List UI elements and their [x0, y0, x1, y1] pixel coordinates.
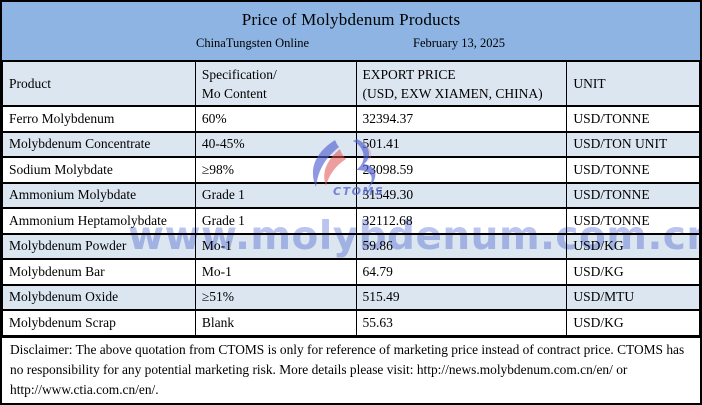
product-cell: Sodium Molybdate — [2, 156, 196, 183]
price-cell: 55.63 — [355, 309, 568, 336]
price-cell: 515.49 — [355, 284, 568, 311]
unit-cell: USD/TONNE — [566, 207, 700, 234]
price-cell: 31549.30 — [355, 182, 568, 209]
unit-cell: USD/MTU — [566, 284, 700, 311]
price-cell: 64.79 — [355, 258, 568, 285]
unit-cell: USD/TONNE — [566, 156, 700, 183]
column-header-product: Product — [2, 60, 196, 107]
spec-cell: Mo-1 — [194, 233, 357, 260]
table-row: Molybdenum Powder Mo-1 59.86 USD/KG — [2, 233, 700, 260]
table-row: Ferro Molybdenum 60% 32394.37 USD/TONNE — [2, 105, 700, 132]
banner: Price of Molybdenum Products ChinaTungst… — [2, 2, 700, 60]
spec-cell: ≥98% — [194, 156, 357, 183]
product-cell: Molybdenum Scrap — [2, 309, 196, 336]
source-label: ChinaTungsten Online — [196, 36, 310, 50]
product-cell: Ammonium Heptamolybdate — [2, 207, 196, 234]
price-cell: 501.41 — [355, 131, 568, 158]
table-row: Ammonium Molybdate Grade 1 31549.30 USD/… — [2, 182, 700, 209]
table-row: Molybdenum Concentrate 40-45% 501.41 USD… — [2, 131, 700, 158]
price-cell: 32394.37 — [355, 105, 568, 132]
unit-cell: USD/KG — [566, 309, 700, 336]
column-header-specification: Specification/ Mo Content — [194, 60, 357, 107]
spec-cell: Grade 1 — [194, 207, 357, 234]
table-row: Sodium Molybdate ≥98% 23098.59 USD/TONNE — [2, 156, 700, 183]
unit-cell: USD/TONNE — [566, 105, 700, 132]
price-cell: 59.86 — [355, 233, 568, 260]
table-row: Molybdenum Bar Mo-1 64.79 USD/KG — [2, 258, 700, 285]
product-cell: Molybdenum Powder — [2, 233, 196, 260]
column-header-export-price: EXPORT PRICE (USD, EXW XIAMEN, CHINA) — [355, 60, 568, 107]
product-cell: Ammonium Molybdate — [2, 182, 196, 209]
table-row: Ammonium Heptamolybdate Grade 1 32112.68… — [2, 207, 700, 234]
price-table: Product Specification/ Mo Content EXPORT… — [2, 60, 700, 337]
spec-cell: Mo-1 — [194, 258, 357, 285]
product-cell: Molybdenum Concentrate — [2, 131, 196, 158]
unit-cell: USD/KG — [566, 258, 700, 285]
column-header-unit: UNIT — [566, 60, 700, 107]
unit-cell: USD/KG — [566, 233, 700, 260]
spec-cell: 60% — [194, 105, 357, 132]
page-title: Price of Molybdenum Products — [241, 10, 461, 29]
product-cell: Molybdenum Oxide — [2, 284, 196, 311]
header-row: Product Specification/ Mo Content EXPORT… — [2, 60, 700, 107]
table-row: Molybdenum Oxide ≥51% 515.49 USD/MTU — [2, 284, 700, 311]
spec-cell: 40-45% — [194, 131, 357, 158]
price-cell: 23098.59 — [355, 156, 568, 183]
disclaimer-text: Disclaimer: The above quotation from CTO… — [2, 336, 700, 403]
spec-cell: ≥51% — [194, 284, 357, 311]
product-cell: Ferro Molybdenum — [2, 105, 196, 132]
product-cell: Molybdenum Bar — [2, 258, 196, 285]
unit-cell: USD/TON UNIT — [566, 131, 700, 158]
spec-cell: Blank — [194, 309, 357, 336]
table-row: Molybdenum Scrap Blank 55.63 USD/KG — [2, 309, 700, 336]
date-label: February 13, 2025 — [413, 36, 505, 50]
banner-subrow: ChinaTungsten Online February 13, 2025 — [2, 36, 700, 51]
spec-cell: Grade 1 — [194, 182, 357, 209]
unit-cell: USD/TONNE — [566, 182, 700, 209]
price-cell: 32112.68 — [355, 207, 568, 234]
